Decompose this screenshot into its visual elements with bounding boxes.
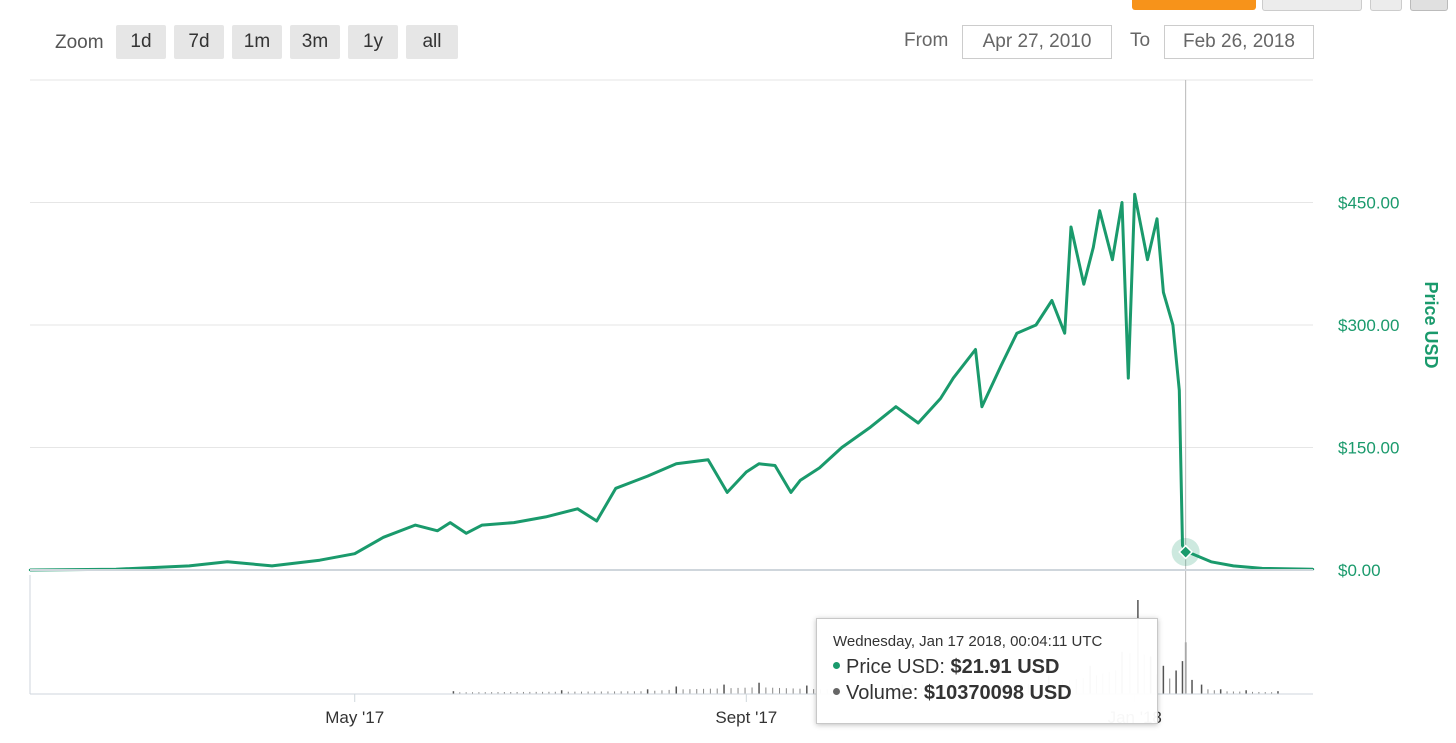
price-point (1127, 376, 1130, 380)
price-point (187, 564, 191, 568)
price-point (799, 478, 802, 482)
zoom-label: Zoom (55, 32, 104, 53)
price-point (980, 405, 984, 408)
x-tick-label: May '17 (325, 708, 384, 727)
price-point (1181, 544, 1184, 547)
price-series (28, 80, 1315, 694)
price-point (646, 474, 649, 478)
tooltip-price-label: Price USD: (846, 656, 945, 678)
tooltip: Wednesday, Jan 17 2018, 00:04:11 UTC Pri… (816, 618, 1158, 724)
price-point (1260, 567, 1264, 570)
price-point (1155, 217, 1159, 221)
orange-top-button[interactable] (1132, 0, 1256, 10)
price-point (270, 564, 274, 568)
price-point (894, 405, 898, 408)
price-point (1139, 225, 1143, 229)
price-point (917, 421, 920, 425)
price-point (675, 462, 678, 466)
tooltip-volume-value: $10370098 USD (923, 682, 1072, 704)
price-point (939, 397, 942, 400)
price-point (1120, 201, 1124, 204)
tooltip-price-row: Price USD: $21.91 USD (833, 654, 1141, 680)
y-axis-title: Price USD (1421, 281, 1441, 368)
price-point (1069, 225, 1073, 229)
to-label: To (1130, 30, 1151, 51)
price-point (544, 515, 547, 519)
zoom-7d-button[interactable]: 7d (174, 25, 224, 59)
price-point (1209, 560, 1213, 564)
price-point (1178, 389, 1181, 392)
hover-marker (1178, 544, 1194, 560)
zoom-1m-button[interactable]: 1m (232, 25, 282, 59)
price-point (1171, 323, 1175, 327)
price-point (789, 491, 793, 494)
price-point (245, 562, 248, 565)
y-tick-label: $300.00 (1338, 316, 1399, 335)
price-point (1092, 246, 1095, 249)
price-point (1098, 209, 1101, 212)
top-small-button[interactable] (1370, 0, 1402, 11)
price-point (818, 466, 821, 470)
price-point (1015, 331, 1019, 335)
zoom-3m-button[interactable]: 3m (290, 25, 340, 59)
price-point (464, 532, 468, 535)
price-point (614, 487, 617, 490)
price-point (773, 464, 777, 467)
price-point (436, 529, 439, 532)
price-point (1232, 564, 1235, 568)
price-point (512, 521, 516, 524)
price-point (726, 491, 729, 494)
price-point (757, 462, 761, 466)
price-point (576, 507, 579, 510)
x-tick-label: Sept '17 (715, 708, 777, 727)
price-point (999, 364, 1003, 368)
tooltip-volume-label: Volume: (846, 682, 919, 704)
price-point (1133, 193, 1136, 196)
price-point (840, 446, 844, 449)
price-line (29, 192, 1314, 572)
price-point (595, 519, 598, 523)
price-point (414, 523, 417, 527)
top-button[interactable] (1262, 0, 1362, 11)
y-tick-label: $0.00 (1338, 561, 1381, 580)
top-icon-button[interactable] (1410, 0, 1448, 11)
grid-lines (30, 79, 1313, 448)
price-point (1050, 299, 1054, 302)
price-point (449, 521, 452, 524)
price-point (318, 559, 321, 562)
price-point (1162, 291, 1165, 294)
tooltip-volume-row: Volume: $10370098 USD (833, 680, 1141, 706)
y-tick-label: $150.00 (1338, 439, 1399, 458)
price-point (706, 458, 710, 461)
axes: $0.00 $150.00 $300.00 $450.00 Price USD May '… (29, 194, 1441, 727)
tooltip-price-value: $21.91 USD (950, 656, 1060, 678)
price-point (353, 552, 356, 555)
zoom-1y-button[interactable]: 1y (348, 25, 398, 59)
price-point (869, 425, 872, 429)
zoom-all-button[interactable]: all (406, 25, 458, 59)
to-date-input[interactable] (1164, 25, 1314, 59)
price-point (1111, 258, 1114, 261)
price-point (480, 523, 484, 527)
volume-dot-icon (833, 688, 840, 696)
tooltip-date: Wednesday, Jan 17 2018, 00:04:11 UTC (833, 633, 1103, 650)
from-date-input[interactable] (962, 25, 1112, 59)
price-point (974, 348, 977, 351)
price-point (1082, 282, 1085, 286)
price-point (382, 536, 385, 539)
price-point (226, 560, 229, 564)
price-point (745, 470, 748, 474)
price-point (1146, 258, 1149, 261)
price-point (952, 376, 955, 380)
zoom-1d-button[interactable]: 1d (116, 25, 166, 59)
from-label: From (904, 30, 949, 51)
y-tick-label: $450.00 (1338, 194, 1399, 213)
price-point (1063, 331, 1066, 335)
price-point (1034, 323, 1038, 327)
price-dot-icon (833, 662, 840, 670)
